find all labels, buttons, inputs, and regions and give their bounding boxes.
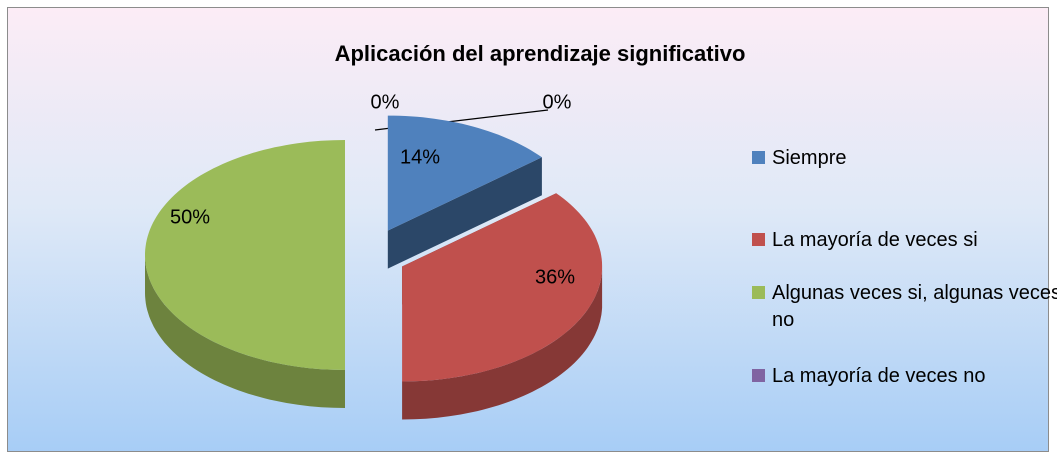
pie-slice [402,193,603,420]
legend-item: Siempre [752,145,1057,172]
legend-label: La mayoría de veces no [772,365,986,387]
legend-item: La mayoría de veces si [752,227,1057,254]
slice-side [387,157,542,269]
pie-slice [145,140,345,408]
data-label: 0% [543,91,572,113]
slice-wall [402,266,603,420]
legend-label: Siempre [772,147,847,169]
legend-item: La mayoría de veces no [752,363,1057,390]
slice-top [387,115,542,231]
legend-swatch [752,286,765,299]
pie-slice [387,115,542,269]
slice-top [145,140,345,370]
legend-label: Algunas veces si, algunas veces no [772,282,1057,331]
legend-swatch [752,369,765,382]
legend-swatch [752,233,765,246]
data-label: 0% [371,91,400,113]
slice-wall [145,255,345,408]
data-label: 50% [170,206,210,228]
data-label: 14% [400,146,440,168]
legend-swatch [752,151,765,164]
data-label: 36% [535,266,575,288]
legend-label: La mayoría de veces si [772,229,978,251]
legend-item: Algunas veces si, algunas veces no [752,280,1057,334]
slice-top [402,193,603,382]
chart-title: Aplicación del aprendizaje significativo [335,41,746,66]
